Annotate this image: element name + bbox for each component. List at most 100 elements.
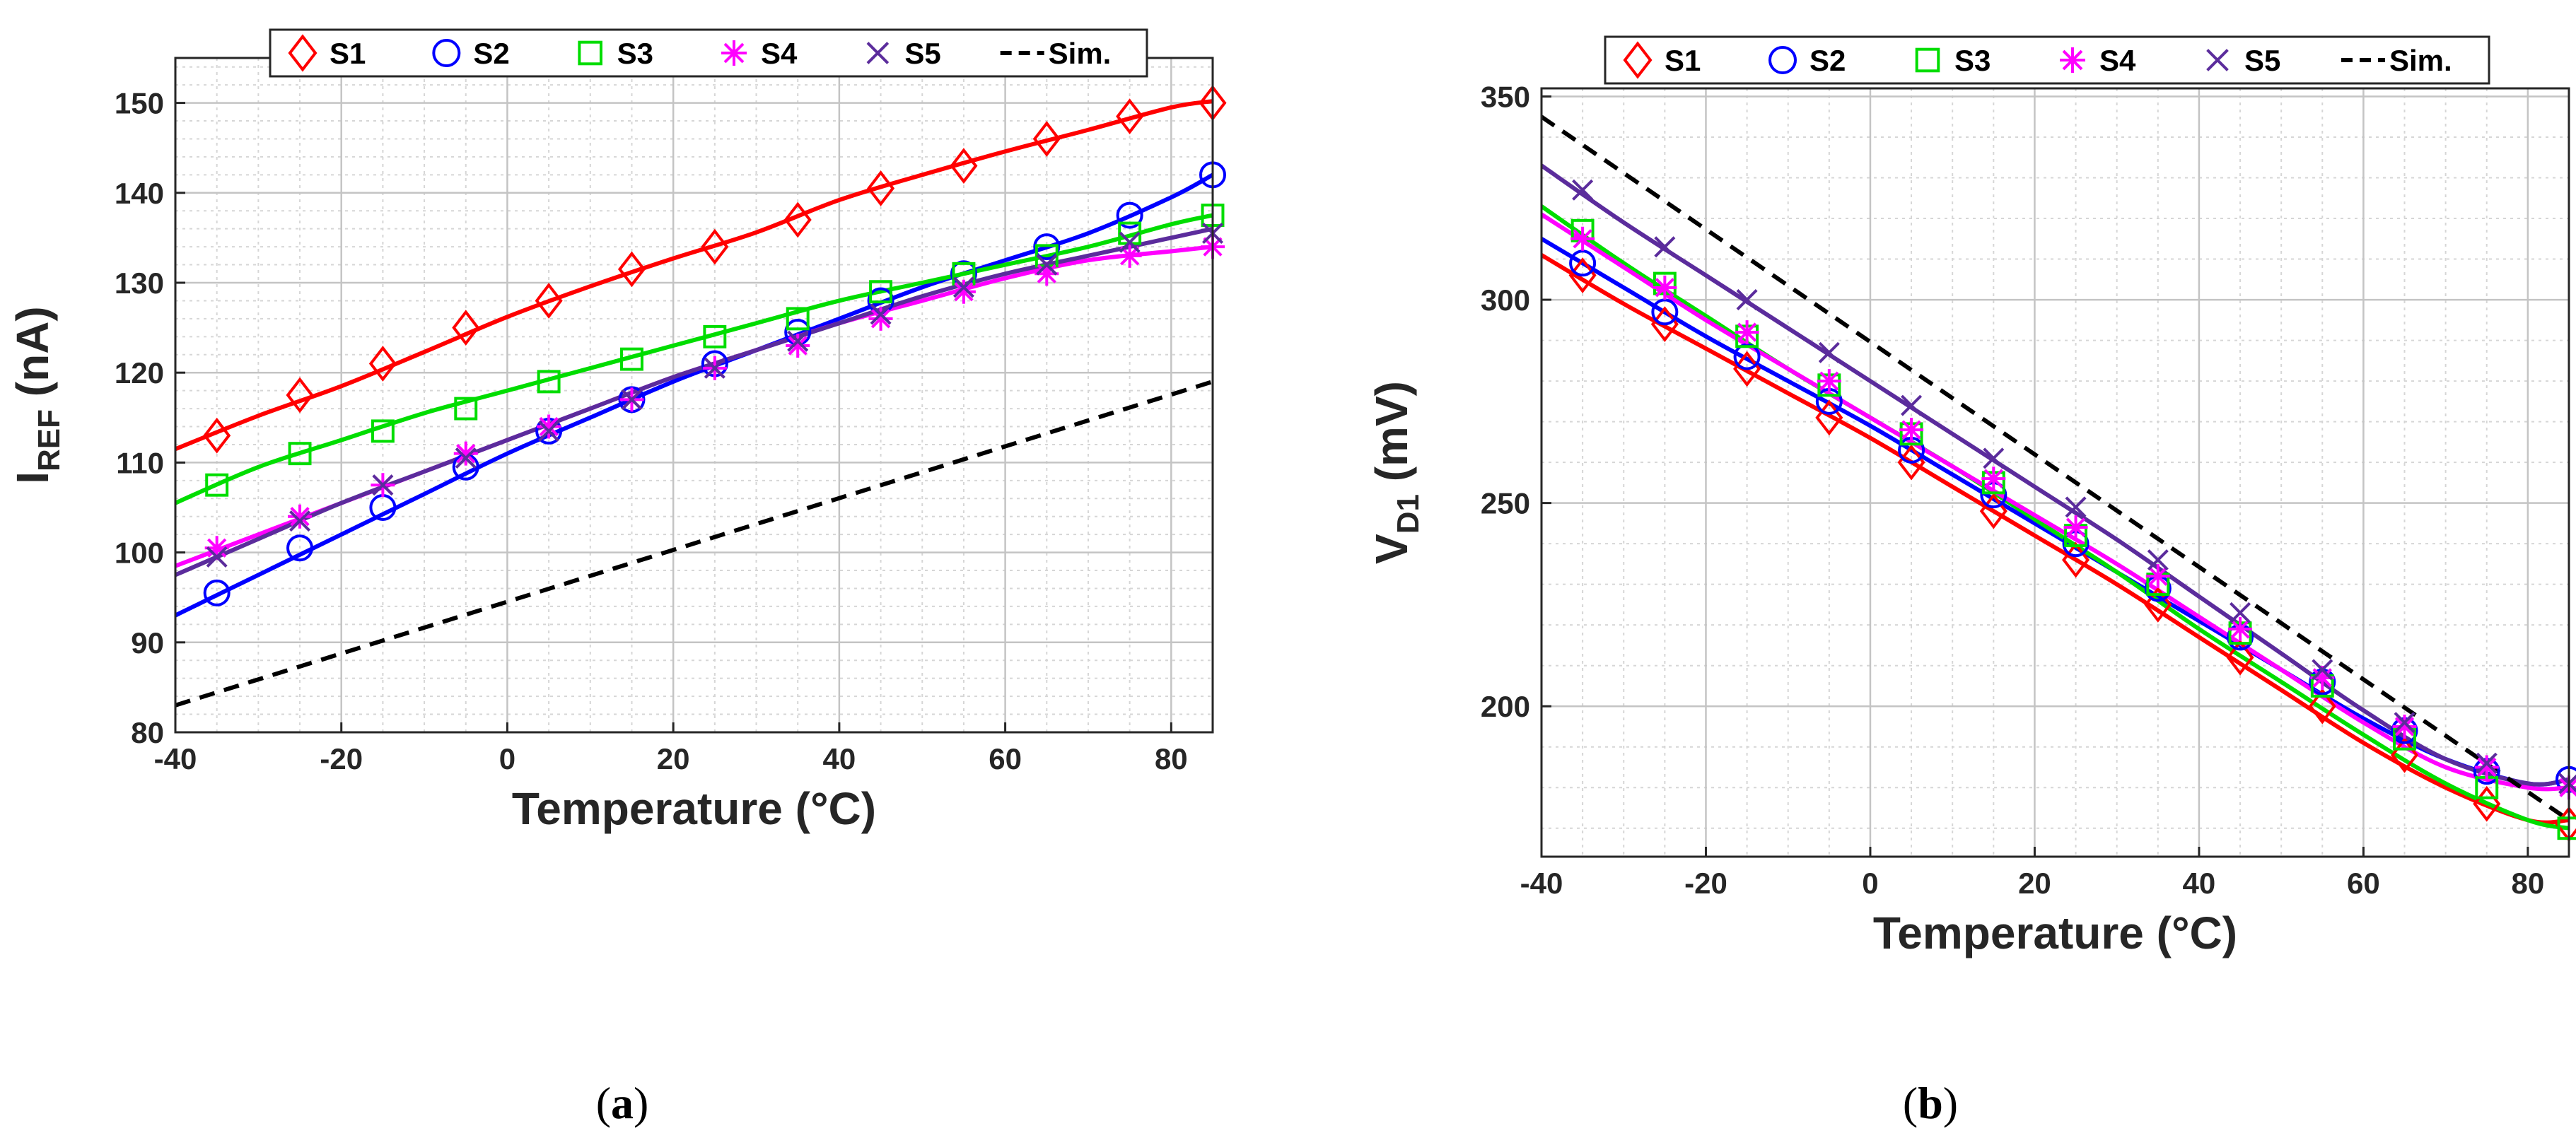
legend: S1 S2 S3 S4 S5 Sim. — [269, 28, 1148, 78]
axes-box — [1540, 87, 2570, 858]
y-tick-label: 80 — [131, 716, 164, 749]
y-tick-label: 120 — [115, 356, 164, 389]
x-tick-label: -40 — [1520, 867, 1563, 900]
y-tick-label: 150 — [115, 87, 164, 120]
y-tick-label: 350 — [1481, 81, 1530, 114]
legend-box — [1604, 35, 2490, 85]
y-axis-label: IREF (nA) — [7, 306, 66, 484]
series-line-sim — [175, 380, 1213, 708]
legend-box — [269, 28, 1148, 78]
marker-s4 — [1035, 262, 1059, 286]
marker-s1 — [783, 201, 812, 238]
marker-s3 — [288, 442, 312, 466]
marker-s2 — [1733, 343, 1761, 370]
marker-s5 — [1119, 231, 1141, 253]
marker-s4 — [1817, 369, 1841, 394]
marker-s5 — [206, 546, 228, 568]
legend-sim-label: Sim. — [1049, 37, 1112, 70]
marker-s5 — [2230, 602, 2251, 623]
marker-s1 — [1815, 399, 1843, 436]
marker-s4 — [1735, 320, 1759, 345]
marker-s3 — [205, 473, 229, 497]
x-tick-label: 60 — [2347, 867, 2380, 900]
marker-s1 — [701, 228, 729, 265]
legend-s5-marker — [2206, 49, 2229, 71]
x-tick-label: 40 — [2183, 867, 2216, 900]
marker-s5 — [870, 303, 892, 325]
y-tick-label: 300 — [1481, 283, 1530, 317]
marker-s4 — [453, 441, 478, 466]
marker-s4 — [204, 536, 229, 561]
marker-s3 — [703, 324, 727, 348]
marker-s3 — [620, 347, 643, 371]
marker-s1 — [2308, 688, 2336, 725]
x-tick-label: 80 — [1155, 742, 1188, 775]
marker-s4 — [1117, 243, 1142, 268]
marker-s4 — [2063, 515, 2088, 540]
marker-s1 — [617, 251, 646, 288]
marker-s4 — [1899, 418, 1924, 442]
x-tick-label: 40 — [823, 742, 856, 775]
legend-s1-label: S1 — [1665, 44, 1701, 77]
x-tick-label: 20 — [657, 742, 690, 775]
marker-s2 — [286, 534, 314, 562]
legend-s4-marker — [2060, 47, 2085, 73]
x-tick-label: -20 — [320, 742, 363, 775]
marker-s4 — [2474, 755, 2499, 780]
legend-s4-label: S4 — [761, 37, 798, 70]
x-tick-label: -20 — [1684, 867, 1727, 900]
marker-s1 — [867, 170, 895, 206]
y-axis-label: VD1 (mV) — [1366, 381, 1426, 564]
marker-s1 — [452, 310, 480, 346]
marker-s1 — [2226, 639, 2254, 676]
legend-s5-label: S5 — [2244, 44, 2280, 77]
legend-s1-label: S1 — [330, 37, 366, 70]
legend-s1-marker — [288, 34, 317, 72]
legend-s2-label: S2 — [1809, 44, 1846, 77]
markers — [203, 85, 1227, 606]
legend-s2-marker — [1768, 46, 1797, 74]
legend-s2-label: S2 — [473, 37, 509, 70]
marker-s5 — [2312, 659, 2333, 681]
marker-s4 — [2392, 714, 2417, 739]
series-line-s1 — [1541, 253, 2569, 825]
y-tick-label: 250 — [1481, 487, 1530, 520]
marker-s4 — [786, 334, 810, 358]
marker-s4 — [951, 279, 976, 304]
marker-s5 — [538, 420, 560, 442]
x-tick-label: 20 — [2018, 867, 2051, 900]
legend-s3-label: S3 — [617, 37, 653, 70]
marker-s1 — [286, 377, 314, 413]
series-line-sim — [1541, 115, 2569, 822]
minor-grid — [1541, 88, 2570, 857]
marker-s5 — [2065, 496, 2087, 518]
marker-s4 — [288, 504, 313, 529]
y-tick-label: 130 — [115, 266, 164, 300]
legend-s4-label: S4 — [2099, 44, 2136, 77]
legend-s3-marker — [1915, 47, 1940, 73]
marker-s5 — [455, 447, 477, 469]
y-tick-label: 110 — [116, 446, 164, 479]
marker-s2 — [1651, 298, 1679, 326]
marker-s1 — [1032, 121, 1061, 157]
marker-s3 — [371, 419, 395, 443]
marker-s4 — [2145, 564, 2170, 589]
marker-s2 — [1033, 233, 1061, 261]
x-tick-label: 60 — [989, 742, 1022, 775]
legend-s1-marker — [1623, 41, 1653, 79]
caption-a: (a) — [596, 1078, 649, 1128]
marker-s4 — [1570, 226, 1595, 251]
marker-s5 — [2476, 752, 2498, 774]
marker-s1 — [950, 148, 978, 184]
chart-panel-a: -40 -20 0 20 40 60 80 80 90 100 110 120 130 140 150 Tem… — [7, 28, 1227, 834]
marker-s5 — [704, 357, 725, 379]
marker-s5 — [1736, 289, 1758, 311]
x-tick-label: 80 — [2512, 867, 2545, 900]
marker-s4 — [2310, 665, 2335, 690]
marker-s5 — [2147, 549, 2169, 571]
y-tick-label: 90 — [131, 626, 164, 659]
marker-s1 — [203, 417, 231, 454]
marker-s1 — [1979, 493, 2007, 529]
caption-b: (b) — [1903, 1078, 1958, 1128]
y-tick-label: 140 — [115, 177, 164, 210]
